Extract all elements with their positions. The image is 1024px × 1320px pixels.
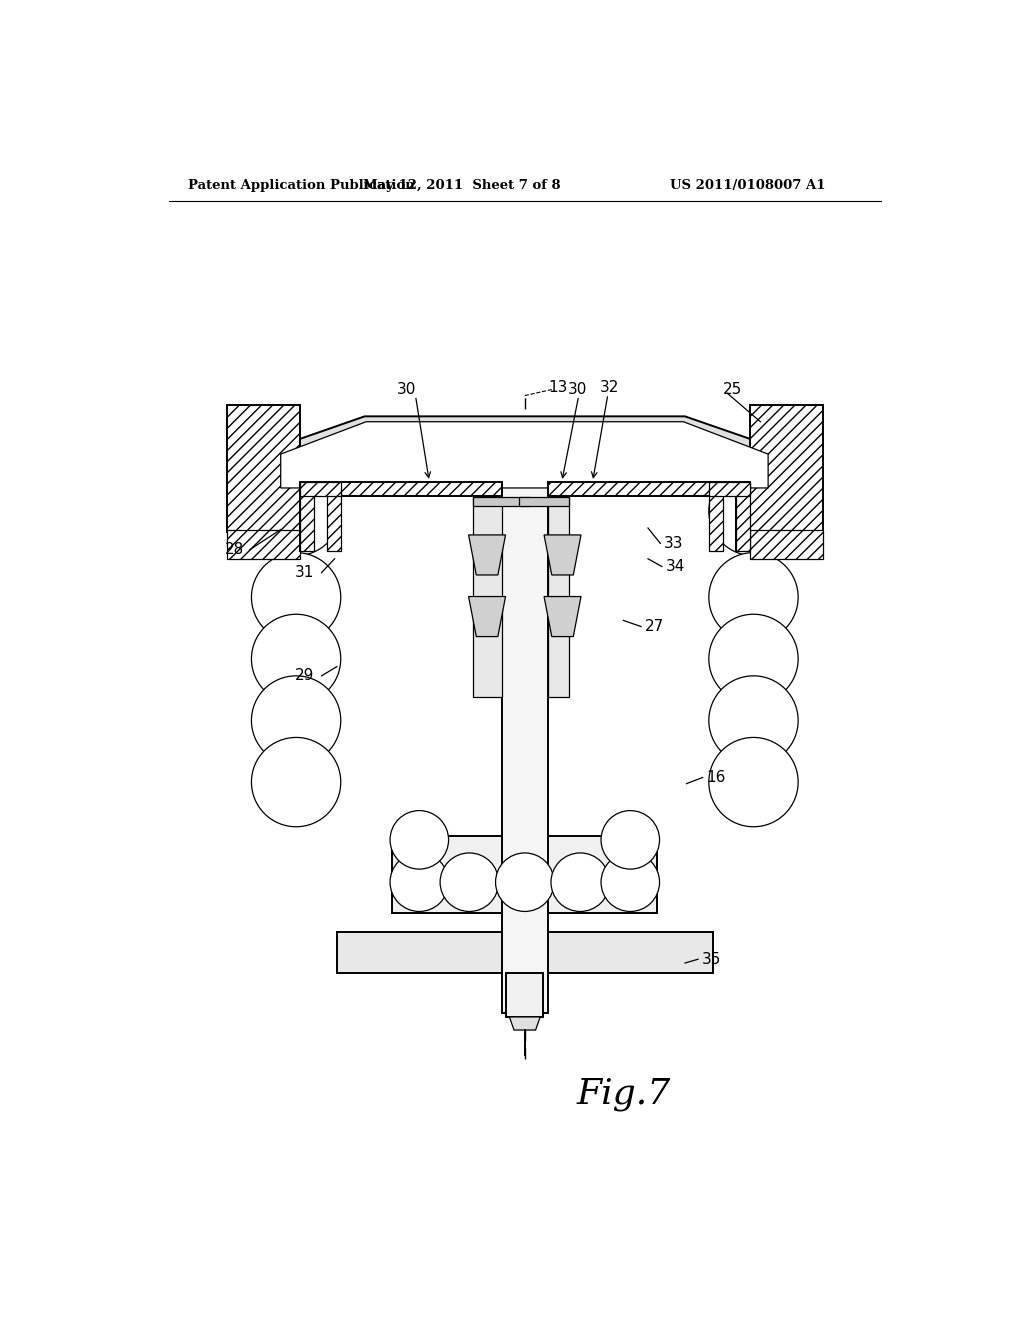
Bar (300, 482, 313, 552)
Polygon shape (300, 482, 502, 552)
Polygon shape (265, 416, 785, 490)
Circle shape (390, 853, 449, 911)
Text: Patent Application Publication: Patent Application Publication (188, 178, 415, 191)
Text: US 2011/0108007 A1: US 2011/0108007 A1 (670, 178, 825, 191)
Text: 30: 30 (567, 381, 587, 397)
Polygon shape (548, 482, 750, 552)
Bar (226, 529, 300, 558)
Bar (473, 498, 502, 697)
Circle shape (252, 676, 341, 766)
Circle shape (709, 676, 798, 766)
Bar (519, 498, 568, 507)
Bar (709, 482, 750, 496)
Text: 29: 29 (295, 668, 313, 684)
Circle shape (390, 810, 449, 869)
Circle shape (601, 810, 659, 869)
Circle shape (551, 853, 609, 911)
Circle shape (709, 553, 798, 642)
Circle shape (252, 466, 341, 556)
Text: 13: 13 (548, 380, 567, 396)
Polygon shape (281, 422, 768, 488)
Text: 16: 16 (707, 770, 726, 785)
Circle shape (709, 466, 798, 556)
Bar (327, 494, 341, 552)
Bar (709, 494, 723, 552)
Text: 35: 35 (701, 952, 721, 966)
Circle shape (709, 738, 798, 826)
Text: 32: 32 (600, 380, 620, 396)
Text: Fig.7: Fig.7 (577, 1077, 671, 1111)
Bar (300, 482, 341, 496)
Text: 31: 31 (295, 565, 313, 581)
Bar (337, 932, 713, 973)
Bar (548, 498, 568, 697)
Text: 34: 34 (666, 558, 685, 574)
Text: 30: 30 (396, 381, 416, 397)
Circle shape (601, 853, 659, 911)
Polygon shape (544, 535, 581, 576)
Bar (736, 482, 750, 552)
Bar (473, 498, 530, 507)
Text: 28: 28 (225, 543, 245, 557)
Polygon shape (469, 535, 506, 576)
Circle shape (709, 614, 798, 704)
Bar (506, 973, 544, 1016)
Text: May 12, 2011  Sheet 7 of 8: May 12, 2011 Sheet 7 of 8 (362, 178, 560, 191)
Bar (392, 836, 657, 913)
Circle shape (440, 853, 499, 911)
Circle shape (252, 738, 341, 826)
Bar (750, 529, 823, 558)
Bar (502, 436, 548, 1014)
Circle shape (252, 553, 341, 642)
Text: 33: 33 (664, 536, 683, 550)
Bar (226, 405, 300, 532)
Text: 27: 27 (645, 619, 665, 634)
Polygon shape (544, 597, 581, 636)
Bar (750, 405, 823, 532)
Text: 25: 25 (723, 381, 742, 397)
Circle shape (496, 853, 554, 911)
Circle shape (252, 614, 341, 704)
Polygon shape (509, 1016, 541, 1030)
Polygon shape (469, 597, 506, 636)
